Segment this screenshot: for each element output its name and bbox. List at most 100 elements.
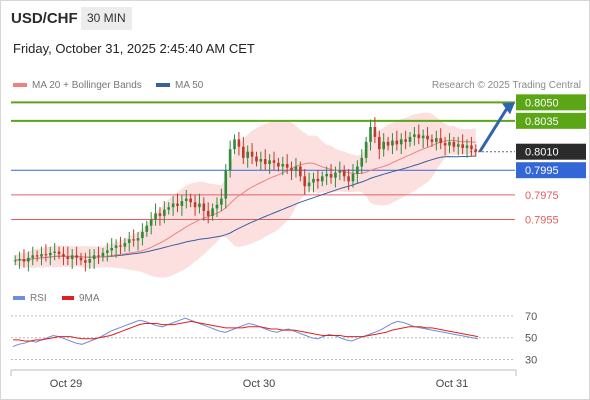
candle-body: [307, 182, 311, 187]
legend-ma20: MA 20 + Bollinger Bands: [13, 80, 142, 91]
candle-body: [202, 203, 206, 211]
candle-body: [198, 203, 201, 208]
candle-body: [259, 159, 263, 162]
candle-body: [347, 176, 350, 182]
forecast-arrow-shaft: [478, 107, 509, 153]
candle-body: [299, 166, 302, 177]
legend-rsi-ma: 9MA: [62, 293, 100, 304]
candle-body: [470, 145, 473, 150]
candle-body: [154, 213, 157, 220]
candle-body: [312, 178, 315, 183]
x-tick-label: Oct 29: [50, 378, 82, 390]
candle-body: [465, 145, 469, 148]
candle-body: [395, 140, 399, 145]
level-text-0.8035: 0.8035: [525, 116, 559, 128]
legend-ma50: MA 50: [156, 80, 203, 91]
candle-body: [127, 239, 131, 243]
candle-body: [386, 141, 390, 146]
candle-body: [171, 203, 175, 208]
symbol-title: USD/CHF: [11, 10, 78, 27]
candle-body: [31, 255, 35, 258]
candle-body: [189, 198, 192, 203]
candle-body: [18, 259, 21, 261]
candle-body: [294, 166, 298, 171]
candle-body: [27, 257, 30, 262]
candle-body: [461, 144, 464, 148]
level-text-0.7975: 0.7975: [525, 190, 559, 202]
candle-body: [167, 207, 171, 210]
candle-body: [220, 198, 223, 205]
ma20-line: [15, 139, 476, 261]
candle-body: [391, 140, 394, 146]
candle-body: [75, 255, 78, 258]
candle-body: [255, 156, 258, 162]
rsi-line: [12, 317, 479, 347]
candle-body: [48, 252, 52, 256]
candle-body: [70, 255, 74, 260]
candle-body: [430, 139, 434, 142]
candle-body: [92, 255, 96, 260]
rsi-tick-label: 50: [525, 333, 537, 345]
x-tick-label: Oct 30: [243, 378, 275, 390]
candle-body: [382, 141, 385, 150]
legend-ma20-label: MA 20 + Bollinger Bands: [32, 80, 142, 91]
legend-rsi-label: RSI: [30, 293, 47, 304]
level-box-0.8010: [516, 143, 586, 160]
rsi-tick-label: 30: [525, 355, 537, 367]
candle-body: [132, 239, 135, 241]
level-label-0.8035: 0.8035: [516, 112, 586, 129]
level-text-0.7995: 0.7995: [525, 165, 559, 177]
candle-body: [106, 250, 109, 253]
candle-body: [272, 160, 276, 163]
candle-body: [119, 245, 122, 247]
level-label-0.8050: 0.8050: [516, 94, 586, 111]
candle-body: [215, 204, 219, 209]
candle-body: [35, 255, 39, 257]
candle-body: [123, 242, 127, 247]
candle-body: [136, 238, 140, 241]
candle-body: [224, 170, 228, 199]
candle-body: [338, 170, 342, 173]
candle-body: [263, 159, 267, 165]
candle-body: [141, 231, 144, 239]
candle-body: [180, 201, 184, 206]
level-box-0.8035: [516, 112, 586, 129]
candle-body: [228, 149, 232, 171]
candle-body: [233, 139, 236, 150]
rsi-ma-line: [13, 320, 479, 342]
legend-ma50-label: MA 50: [175, 80, 204, 91]
candle-body: [66, 256, 70, 260]
candle-body: [237, 139, 241, 147]
candle-body: [373, 127, 377, 137]
candle-body: [13, 260, 17, 262]
candle-body: [40, 254, 43, 257]
legend-rsi-ma-label: 9MA: [79, 293, 100, 304]
candle-body: [88, 259, 92, 263]
candle-body: [184, 198, 188, 202]
candle-body: [163, 209, 166, 216]
candle-body: [84, 260, 87, 263]
candle-body: [79, 257, 83, 261]
candle-body: [206, 210, 210, 216]
candle-body: [250, 151, 254, 157]
legend-rsi: RSI: [13, 293, 47, 304]
candle-body: [435, 138, 438, 142]
candle-body: [320, 176, 324, 182]
ma50-swatch-icon: [156, 83, 170, 88]
candle-body: [399, 139, 403, 145]
x-tick-label: Oct 31: [436, 378, 468, 390]
candle-body: [474, 149, 478, 152]
level-label-0.7955: 0.7955: [525, 215, 559, 227]
candle-body: [316, 178, 320, 182]
level-box-0.7995: [516, 162, 586, 179]
date-label: Friday, October 31, 2025 2:45:40 AM CET: [13, 41, 255, 56]
candle-body: [277, 162, 280, 167]
source-label: Research © 2025 Trading Central: [431, 80, 581, 91]
candle-body: [439, 138, 443, 144]
candle-body: [246, 151, 250, 158]
candle-body: [149, 219, 153, 226]
candle-body: [176, 203, 179, 206]
candle-body: [413, 134, 416, 137]
timeframe-button[interactable]: 30 MIN: [81, 7, 132, 30]
